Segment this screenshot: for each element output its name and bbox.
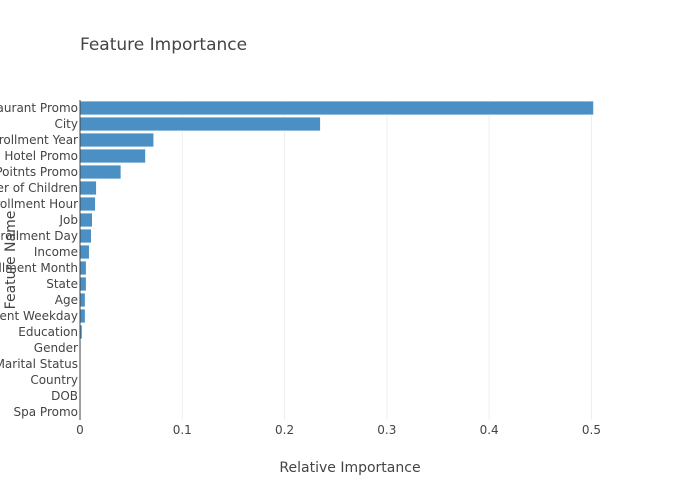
y-tick-label: Restaurant Promo: [0, 101, 78, 115]
bar: [79, 100, 594, 116]
y-tick-label: Hotel Promo: [4, 149, 78, 163]
y-tick-label: Poitnts Promo: [0, 165, 78, 179]
y-tick-label: Income: [34, 245, 78, 259]
y-tick-label: Job: [59, 213, 79, 227]
y-tick-label: Enrollment Hour: [0, 197, 78, 211]
bar: [79, 260, 87, 276]
bar: [79, 292, 86, 308]
y-tick-label: Number of Children: [0, 181, 78, 195]
y-tick-label: DOB: [51, 389, 78, 403]
bar: [79, 212, 93, 228]
y-tick-label: City: [54, 117, 78, 131]
x-tick-label: 0.5: [582, 423, 601, 437]
bar: [79, 164, 122, 180]
gridlines: [181, 100, 592, 420]
x-tick-label: 0.1: [173, 423, 192, 437]
bar: [79, 228, 92, 244]
chart-title: Feature Importance: [80, 35, 247, 55]
y-tick-label: Age: [55, 293, 78, 307]
bars: [79, 100, 594, 420]
y-tick-label: Enrollment Day: [0, 229, 78, 243]
x-tick-label: 0: [76, 423, 84, 437]
y-tick-labels: Restaurant Promo City Enrollment Year Hotel…: [0, 101, 78, 419]
y-tick-label: Gender: [34, 341, 78, 355]
y-tick-label: Enrollment Weekday: [0, 309, 78, 323]
y-tick-label: Education: [18, 325, 78, 339]
y-tick-label: Enrollment Month: [0, 261, 78, 275]
y-tick-label: State: [46, 277, 78, 291]
x-axis-title: Relative Importance: [279, 460, 420, 476]
x-tick-label: 0.4: [480, 423, 499, 437]
y-tick-label: Country: [30, 373, 78, 387]
y-tick-label: Spa Promo: [14, 405, 78, 419]
x-tick-labels: 0 0.1 0.2 0.3 0.4 0.5: [76, 423, 601, 437]
bar: [79, 308, 86, 324]
bar: [79, 180, 97, 196]
bar: [79, 116, 321, 132]
bar: [79, 244, 90, 260]
bar: [79, 148, 146, 164]
bar: [79, 276, 87, 292]
y-tick-label: Marital Status: [0, 357, 78, 371]
x-tick-label: 0.3: [377, 423, 396, 437]
y-tick-label: Enrollment Year: [0, 133, 78, 147]
x-tick-label: 0.2: [275, 423, 294, 437]
bar: [79, 132, 154, 148]
y-axis-title: Feature Name: [3, 211, 19, 310]
bar: [79, 196, 96, 212]
